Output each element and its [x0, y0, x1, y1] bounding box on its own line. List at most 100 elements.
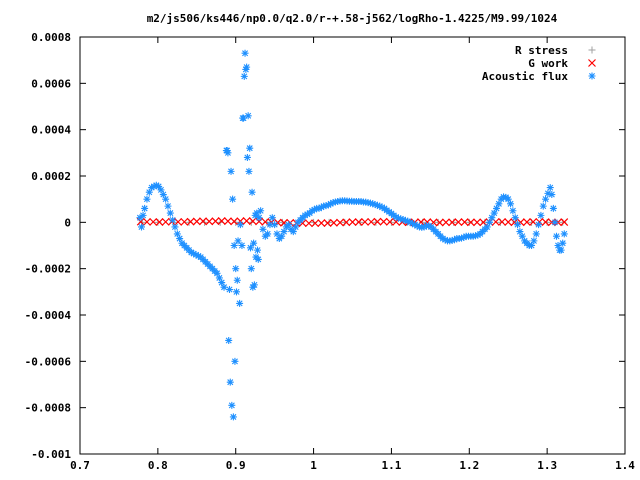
data-point — [483, 223, 491, 231]
data-point — [234, 237, 242, 245]
data-point — [411, 221, 419, 229]
data-point — [441, 236, 449, 244]
data-point — [244, 112, 252, 120]
data-point — [192, 217, 201, 226]
data-point — [225, 336, 233, 344]
y-tick-label: 0.0002 — [31, 170, 71, 183]
data-point — [254, 246, 262, 254]
data-point — [245, 167, 253, 175]
y-tick-label: -0.0004 — [25, 309, 72, 322]
data-point — [259, 225, 267, 233]
data-point — [217, 217, 226, 225]
data-point — [401, 216, 409, 224]
data-point — [535, 221, 543, 229]
data-point — [190, 250, 198, 258]
data-point — [218, 279, 226, 287]
data-point — [239, 114, 247, 122]
data-point — [322, 202, 330, 210]
data-point — [213, 269, 221, 277]
data-point — [504, 195, 512, 203]
data-point — [371, 200, 379, 208]
data-point — [255, 217, 263, 226]
data-point — [224, 217, 232, 226]
data-point — [243, 63, 251, 71]
data-point — [354, 218, 363, 227]
y-tick-label: 0.0008 — [31, 31, 71, 44]
data-point — [392, 213, 400, 221]
data-point — [460, 233, 468, 241]
data-point — [243, 153, 251, 161]
data-point — [236, 299, 244, 307]
data-point — [247, 265, 255, 273]
data-point — [211, 217, 220, 226]
data-point — [528, 242, 536, 249]
data-point — [255, 214, 263, 222]
data-point — [399, 216, 407, 224]
data-point — [310, 206, 318, 214]
data-point — [458, 234, 465, 242]
data-point — [552, 232, 560, 240]
data-point — [254, 255, 262, 263]
data-point — [285, 221, 293, 229]
legend-item: Acoustic flux — [482, 70, 596, 83]
data-point — [225, 286, 233, 294]
data-point — [236, 221, 244, 229]
data-point — [541, 218, 550, 227]
data-point — [301, 211, 309, 219]
data-point — [385, 217, 394, 226]
data-point — [397, 215, 405, 223]
data-point — [373, 201, 381, 209]
legend-item: R stress — [515, 44, 596, 57]
data-point — [232, 288, 240, 296]
data-point — [376, 202, 384, 210]
data-point — [228, 401, 236, 409]
data-point — [292, 223, 300, 231]
data-point — [404, 217, 412, 225]
data-point — [539, 202, 547, 210]
data-point — [250, 281, 258, 289]
data-point — [141, 204, 149, 212]
x-tick-label: 0.8 — [148, 459, 168, 472]
data-point — [490, 209, 498, 217]
y-tick-label: 0 — [64, 216, 71, 229]
data-point — [378, 203, 386, 211]
legend-marker — [588, 46, 596, 54]
data-point — [226, 378, 234, 386]
data-point — [317, 219, 326, 227]
data-point — [166, 209, 174, 217]
data-point — [246, 144, 254, 152]
data-point — [152, 181, 160, 189]
data-point — [229, 413, 237, 421]
data-point — [171, 223, 179, 231]
data-point — [304, 219, 313, 228]
data-point — [227, 167, 235, 175]
data-point — [448, 236, 456, 244]
data-point — [303, 210, 311, 218]
data-point — [560, 218, 569, 227]
data-point — [557, 246, 565, 254]
series-layer — [136, 49, 569, 421]
data-point — [504, 218, 513, 227]
data-point — [329, 199, 337, 207]
data-point — [514, 221, 522, 229]
data-point — [145, 188, 153, 196]
data-point — [223, 147, 231, 155]
data-point — [329, 218, 338, 227]
data-point — [327, 200, 335, 208]
data-point — [472, 232, 480, 240]
data-point — [224, 149, 232, 157]
data-point — [473, 218, 481, 227]
data-point — [315, 204, 323, 212]
legend-item: G work — [528, 57, 596, 70]
data-point — [488, 214, 496, 222]
data-point — [454, 218, 463, 227]
data-point — [176, 235, 184, 243]
data-point — [308, 207, 316, 215]
data-point — [150, 182, 158, 190]
data-point — [373, 217, 382, 226]
data-point — [264, 230, 272, 238]
x-tick-label: 1.2 — [459, 459, 479, 472]
data-point — [230, 217, 239, 226]
data-point — [229, 195, 237, 203]
